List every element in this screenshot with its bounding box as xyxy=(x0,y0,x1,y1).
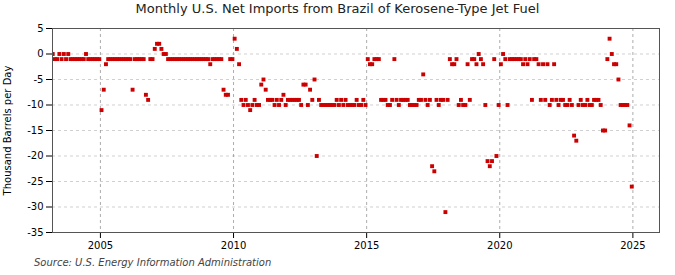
svg-text:-25: -25 xyxy=(27,176,43,187)
svg-text:2025: 2025 xyxy=(620,240,645,251)
svg-text:2010: 2010 xyxy=(221,240,246,251)
html-text:Monthly U.S. Net Imports from: Monthly U.S. Net Imports from Brazil of … xyxy=(135,1,540,16)
svg-text:-15: -15 xyxy=(27,125,43,136)
svg-text:-5: -5 xyxy=(34,74,44,85)
svg-text:5: 5 xyxy=(37,23,43,34)
svg-text:2020: 2020 xyxy=(487,240,512,251)
svg-text:-30: -30 xyxy=(27,201,43,212)
html-text:Source: U.S. Energy Informatio: Source: U.S. Energy Information Administ… xyxy=(34,257,272,268)
svg-text:-20: -20 xyxy=(27,150,43,161)
svg-text:-35: -35 xyxy=(27,227,43,238)
svg-text:2015: 2015 xyxy=(354,240,379,251)
svg-text:Thousand Barrels per Day: Thousand Barrels per Day xyxy=(2,66,13,197)
svg-text:-10: -10 xyxy=(27,99,43,110)
svg-text:0: 0 xyxy=(37,48,43,59)
svg-text:2005: 2005 xyxy=(88,240,113,251)
